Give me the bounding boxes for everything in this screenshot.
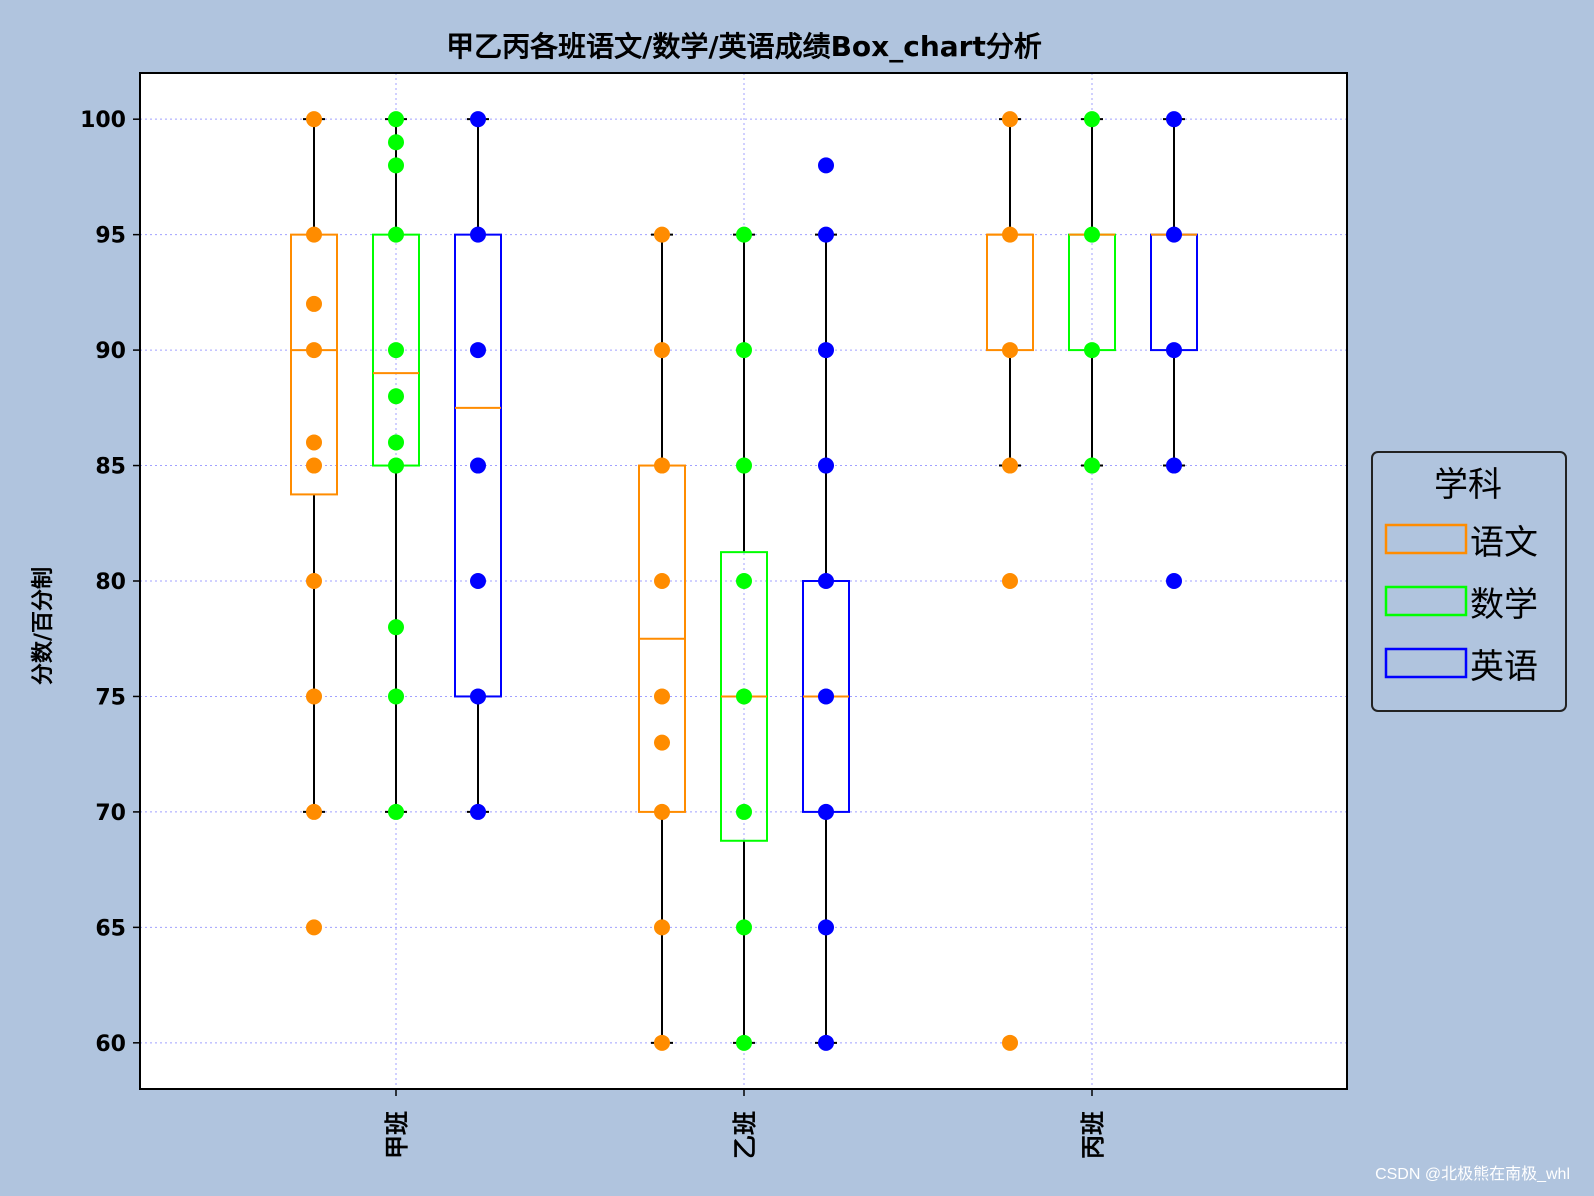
data-point: [1084, 457, 1100, 474]
data-point: [306, 688, 322, 705]
data-point: [1002, 573, 1018, 589]
legend-item-label: 英语: [1470, 647, 1538, 687]
grid-layer: [140, 73, 1347, 1089]
data-point: [470, 111, 486, 128]
data-point: [388, 388, 404, 405]
data-point: [470, 457, 486, 474]
data-point: [818, 226, 834, 243]
x-tick-label: 乙班: [731, 1111, 759, 1159]
data-point: [736, 919, 752, 936]
data-point: [1166, 226, 1182, 243]
data-point: [388, 803, 404, 820]
data-point: [654, 688, 670, 705]
data-point: [306, 457, 322, 474]
data-point: [818, 688, 834, 705]
data-point: [306, 111, 322, 128]
data-point: [388, 134, 404, 151]
legend-swatch: [1384, 647, 1468, 679]
data-point: [388, 434, 404, 451]
data-point: [388, 157, 404, 174]
data-point: [470, 573, 486, 589]
data-point: [306, 434, 322, 451]
data-point: [306, 573, 322, 589]
data-point: [470, 803, 486, 820]
data-point: [818, 342, 834, 359]
chart-title: 甲乙丙各班语文/数学/英语成绩Box_chart分析: [446, 30, 1042, 63]
data-point: [1002, 457, 1018, 474]
data-point: [654, 226, 670, 243]
data-point: [388, 342, 404, 359]
data-point: [1002, 1034, 1018, 1051]
legend-swatch: [1384, 523, 1468, 555]
data-point: [654, 573, 670, 589]
data-point: [306, 803, 322, 820]
data-point: [1166, 573, 1182, 589]
legend-swatch: [1384, 585, 1468, 617]
y-tick-label: 70: [95, 801, 126, 826]
data-point: [818, 457, 834, 474]
point-layer: [306, 111, 1182, 1051]
data-point: [306, 919, 322, 936]
x-tick-label: 甲班: [383, 1111, 411, 1159]
y-axis-label: 分数/百分制: [30, 567, 56, 685]
data-point: [818, 157, 834, 174]
data-point: [654, 734, 670, 751]
y-tick-label: 95: [95, 224, 126, 249]
data-point: [388, 226, 404, 243]
axis-layer: 60 65 70 75 80 85 90 95 100 甲班 乙班 丙班: [80, 108, 1107, 1159]
data-point: [388, 111, 404, 128]
data-point: [306, 226, 322, 243]
data-point: [388, 688, 404, 705]
y-tick-label: 75: [95, 685, 126, 710]
data-point: [470, 688, 486, 705]
data-point: [736, 226, 752, 243]
legend-item-label: 语文: [1470, 523, 1538, 563]
data-point: [1166, 457, 1182, 474]
data-point: [388, 457, 404, 474]
data-point: [654, 342, 670, 359]
data-point: [1002, 111, 1018, 128]
data-point: [470, 226, 486, 243]
legend-title: 学科: [1434, 465, 1502, 505]
legend-item-label: 数学: [1470, 585, 1538, 625]
data-point: [818, 573, 834, 589]
data-point: [818, 919, 834, 936]
data-point: [1002, 342, 1018, 359]
legend-frame: [1371, 451, 1567, 712]
y-tick-label: 100: [80, 108, 126, 133]
data-point: [736, 803, 752, 820]
data-point: [1166, 342, 1182, 359]
y-tick-label: 85: [95, 455, 126, 480]
y-tick-label: 60: [95, 1032, 126, 1057]
data-point: [736, 457, 752, 474]
y-tick-label: 65: [95, 916, 126, 941]
data-point: [1166, 111, 1182, 128]
y-tick-label: 90: [95, 339, 126, 364]
data-point: [736, 1034, 752, 1051]
data-point: [1002, 226, 1018, 243]
data-point: [1084, 111, 1100, 128]
data-point: [736, 573, 752, 589]
data-point: [654, 919, 670, 936]
data-point: [818, 803, 834, 820]
data-point: [1084, 226, 1100, 243]
data-point: [654, 803, 670, 820]
data-point: [388, 619, 404, 636]
data-point: [654, 457, 670, 474]
data-point: [1084, 342, 1100, 359]
data-point: [654, 1034, 670, 1051]
watermark: CSDN @北极熊在南极_whl: [1375, 1166, 1570, 1183]
data-point: [818, 1034, 834, 1051]
data-point: [470, 342, 486, 359]
data-point: [306, 342, 322, 359]
data-point: [306, 295, 322, 312]
x-tick-label: 丙班: [1079, 1111, 1107, 1159]
data-point: [736, 688, 752, 705]
data-point: [736, 342, 752, 359]
y-tick-label: 80: [95, 570, 126, 595]
